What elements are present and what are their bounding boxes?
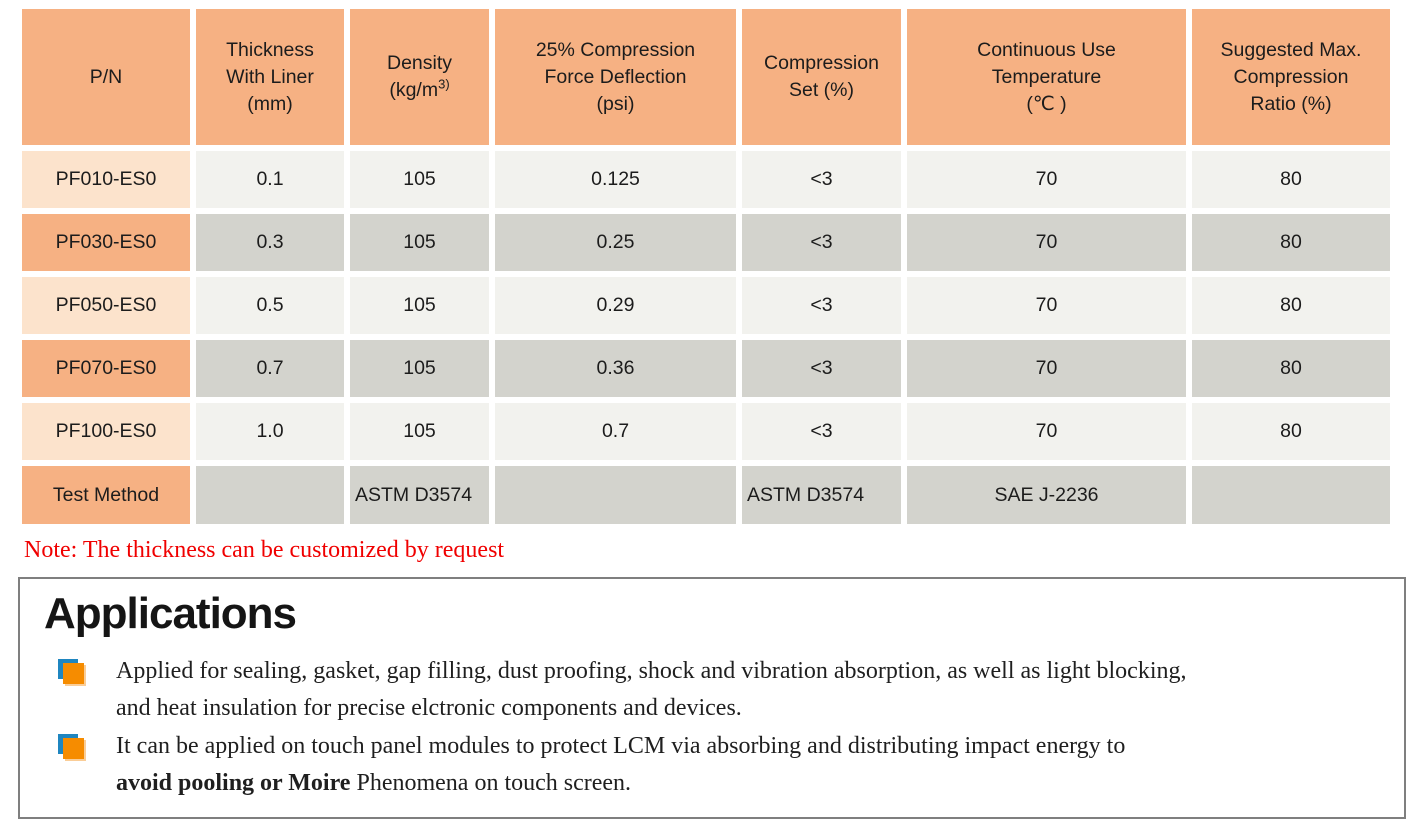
thickness-cell: 0.3: [196, 214, 344, 271]
continuous-use-temp-cell: 70: [907, 214, 1186, 271]
max-compression-ratio-cell: 80: [1192, 151, 1390, 208]
thickness-note: Note: The thickness can be customized by…: [24, 537, 505, 563]
density-cell: 105: [350, 403, 489, 460]
continuous-use-temp-cell: 70: [907, 403, 1186, 460]
cfd-cell: 0.125: [495, 151, 736, 208]
pn-cell: PF010-ES0: [22, 151, 190, 208]
bullet-orange-square: [63, 738, 84, 759]
test-method-continuous-use-cell: SAE J-2236: [907, 466, 1186, 524]
header-pn-label: P/N: [89, 65, 123, 88]
cfd-cell: 0.29: [495, 277, 736, 334]
cfd-cell: 0.36: [495, 340, 736, 397]
header-density: Density (kg/m3): [350, 9, 489, 145]
continuous-use-temp-cell: 70: [907, 151, 1186, 208]
thickness-cell: 0.7: [196, 340, 344, 397]
bullet-2-line-2: avoid pooling or Moire Phenomena on touc…: [116, 770, 632, 796]
spec-table: P/N Thickness With Liner (mm) Density (k…: [22, 9, 1390, 524]
bullet-1-text: Applied for sealing, gasket, gap filling…: [116, 658, 1187, 721]
max-compression-ratio-cell: 80: [1192, 403, 1390, 460]
cfd-cell: 0.7: [495, 403, 736, 460]
thickness-cell: 1.0: [196, 403, 344, 460]
test-method-compression-set-cell: ASTM D3574: [742, 466, 901, 524]
compression-set-cell: <3: [742, 403, 901, 460]
density-unit: (kg/m3): [389, 76, 450, 102]
test-method-empty-cell: [1192, 466, 1390, 524]
pn-cell: PF050-ES0: [22, 277, 190, 334]
density-cell: 105: [350, 214, 489, 271]
header-thickness: Thickness With Liner (mm): [196, 9, 344, 145]
pn-cell: PF070-ES0: [22, 340, 190, 397]
header-cfd: 25% Compression Force Deflection (psi): [495, 9, 736, 145]
cfd-cell: 0.25: [495, 214, 736, 271]
compression-set-cell: <3: [742, 340, 901, 397]
bullet-orange-square: [63, 663, 84, 684]
density-cell: 105: [350, 151, 489, 208]
header-continuous-use-temp: Continuous Use Temperature (℃ ): [907, 9, 1186, 145]
compression-set-cell: <3: [742, 214, 901, 271]
header-pn: P/N: [22, 9, 190, 145]
header-compression-set: Compression Set (%): [742, 9, 901, 145]
applications-section: Applications Applied for sealing, gasket…: [18, 577, 1406, 819]
applications-title: Applications: [44, 589, 297, 638]
pn-cell: PF100-ES0: [22, 403, 190, 460]
square-bullet-icon: [58, 659, 86, 687]
test-method-empty-cell: [196, 466, 344, 524]
thickness-cell: 0.1: [196, 151, 344, 208]
max-compression-ratio-cell: 80: [1192, 340, 1390, 397]
application-bullet-2: It can be applied on touch panel modules…: [44, 728, 1394, 802]
test-method-density-cell: ASTM D3574: [350, 466, 489, 524]
density-cell: 105: [350, 340, 489, 397]
square-bullet-icon: [58, 734, 86, 762]
max-compression-ratio-cell: 80: [1192, 214, 1390, 271]
thickness-cell: 0.5: [196, 277, 344, 334]
compression-set-cell: <3: [742, 151, 901, 208]
density-cell: 105: [350, 277, 489, 334]
compression-set-cell: <3: [742, 277, 901, 334]
test-method-empty-cell: [495, 466, 736, 524]
test-method-label-cell: Test Method: [22, 466, 190, 524]
max-compression-ratio-cell: 80: [1192, 277, 1390, 334]
application-bullet-1: Applied for sealing, gasket, gap filling…: [44, 653, 1394, 727]
header-max-compression-ratio: Suggested Max. Compression Ratio (%): [1192, 9, 1390, 145]
pn-cell: PF030-ES0: [22, 214, 190, 271]
continuous-use-temp-cell: 70: [907, 340, 1186, 397]
bullet-2-text: It can be applied on touch panel modules…: [116, 728, 1125, 802]
continuous-use-temp-cell: 70: [907, 277, 1186, 334]
